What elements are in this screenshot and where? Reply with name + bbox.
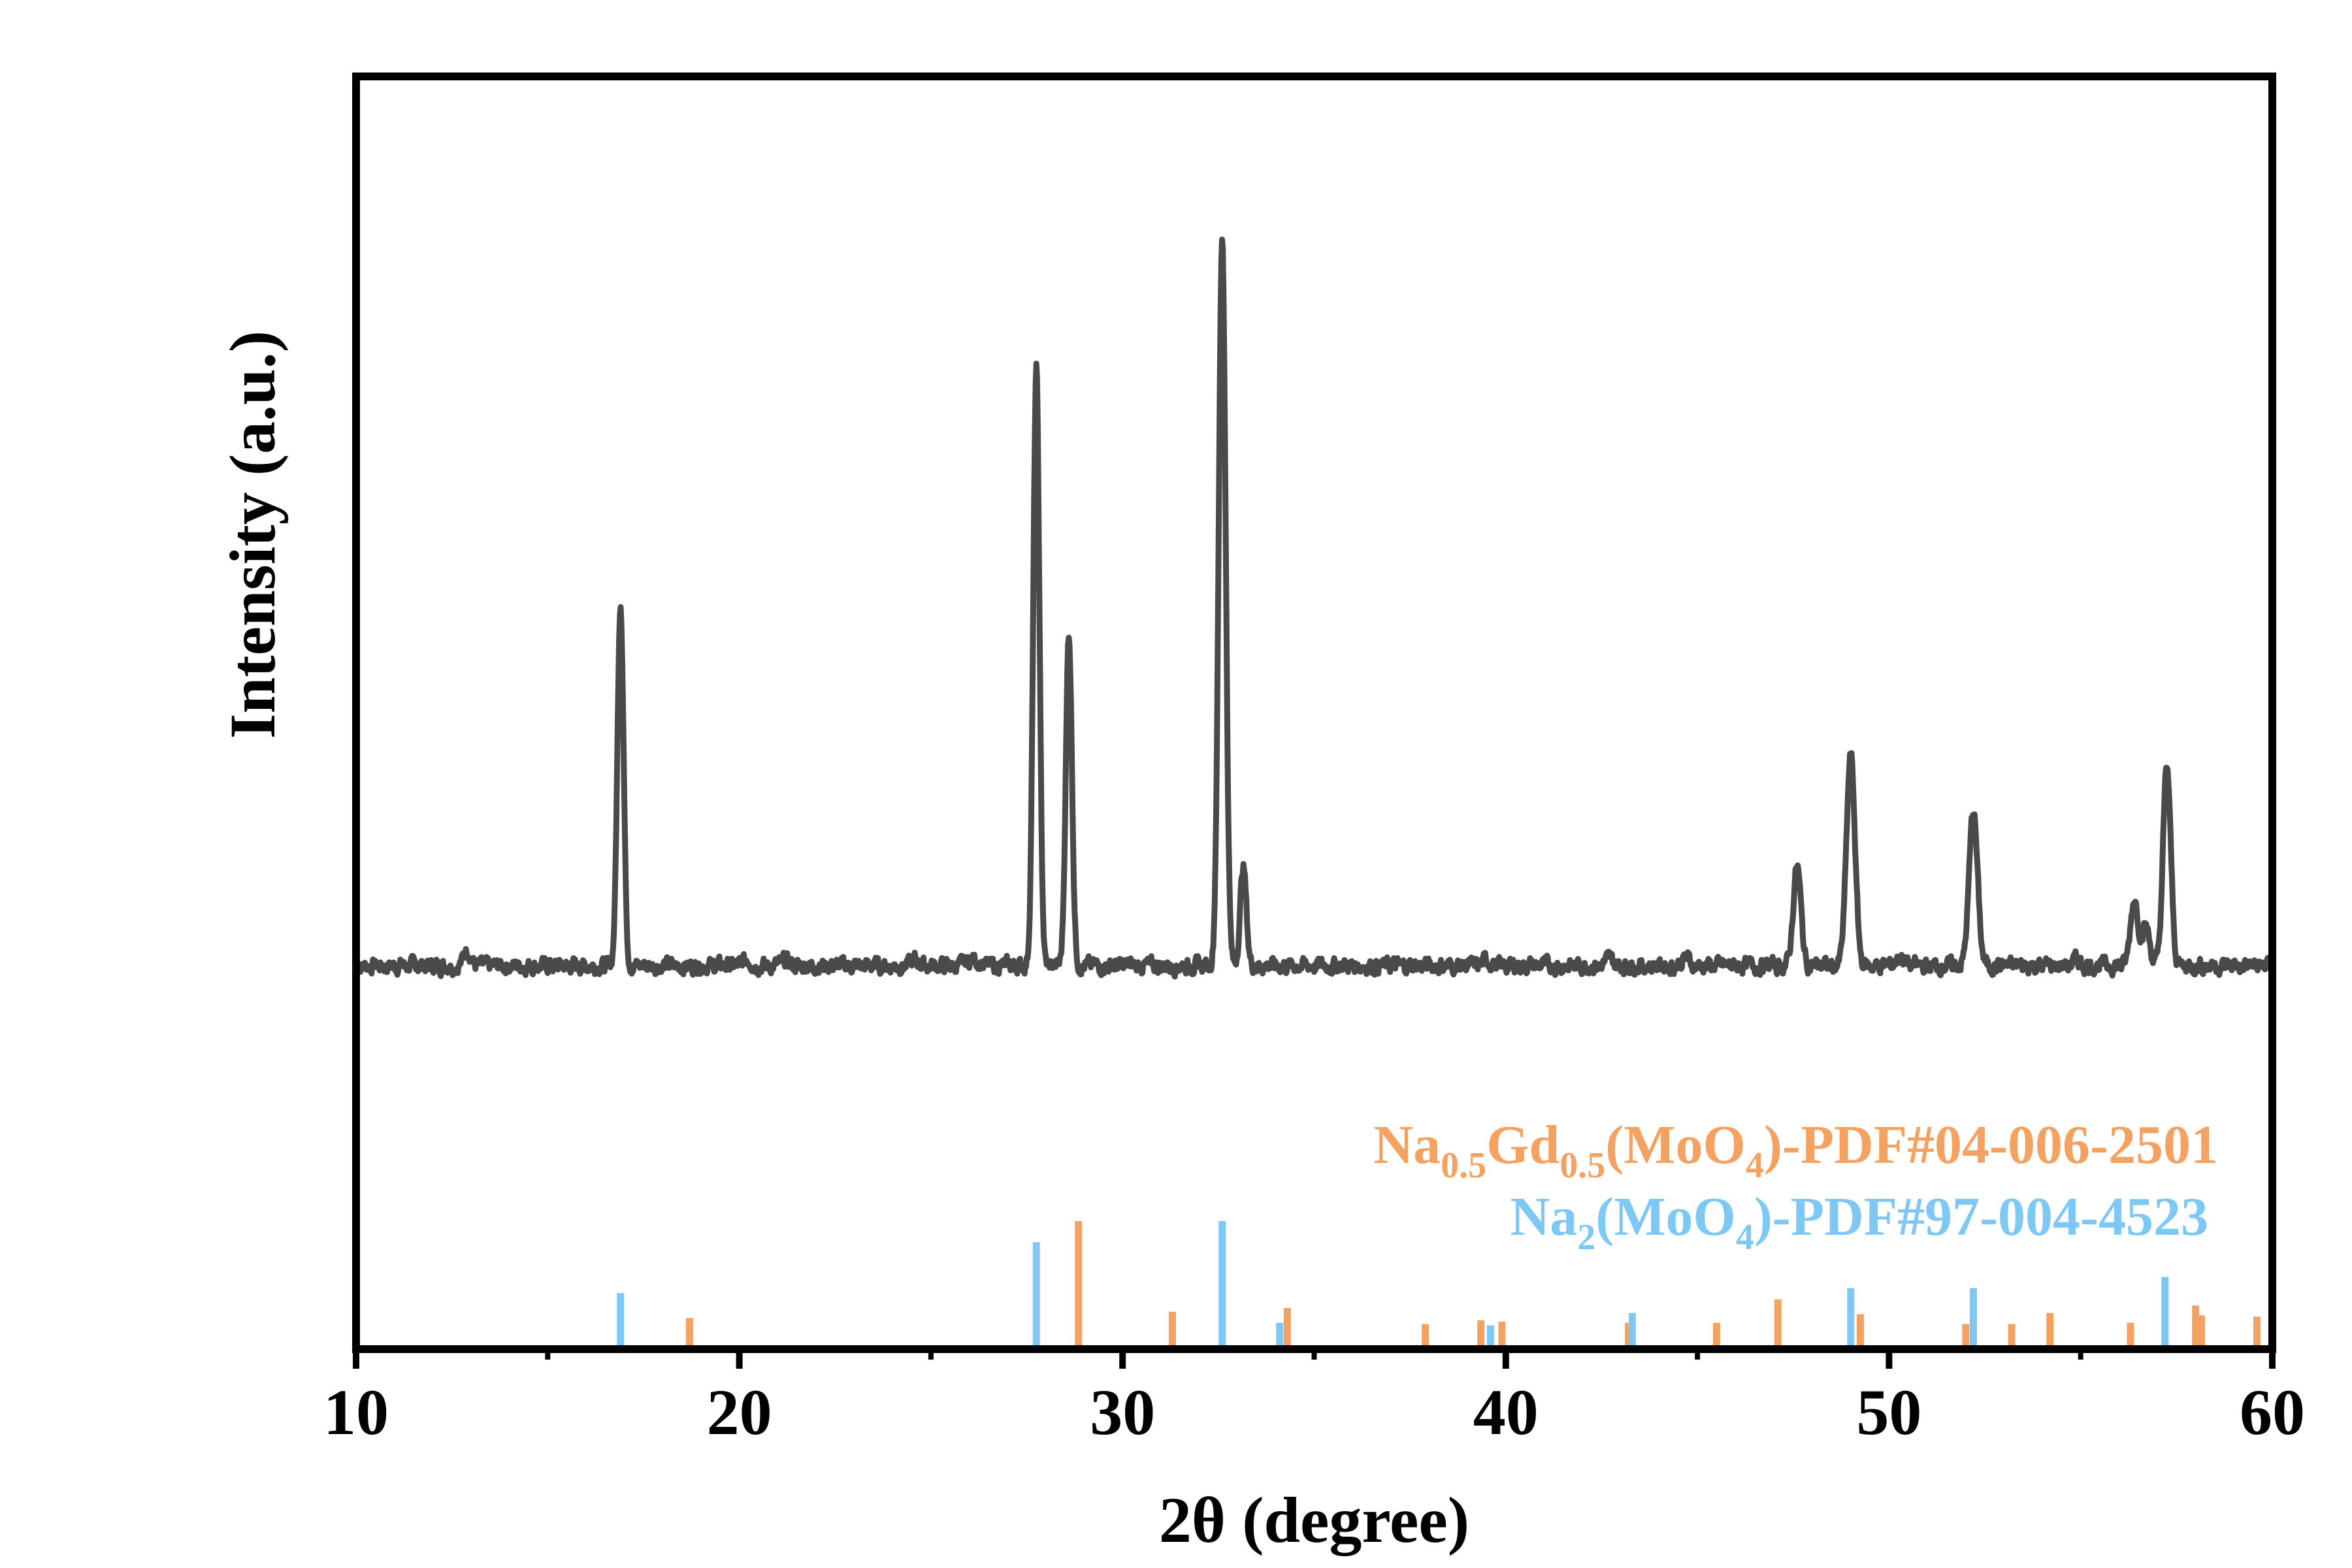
legend-2-sub-2: 4 [1736,1217,1754,1258]
legend-1-sub-1: 0.5 [1441,1145,1486,1186]
reference-patterns [617,1221,2276,1345]
legend-2-part-3: )-PDF#97-004-4523 [1754,1186,2208,1247]
x-tick-label-50: 50 [1856,1376,1921,1448]
legend-1-part-2: Gd [1486,1115,1560,1175]
legend-na-gd-molybdate: Na0.5Gd0.5(MoO4)-PDF#04-006-2501 [1373,1115,2218,1186]
x-axis-title: 2θ (degree) [1159,1484,1469,1556]
legend-2-part-1: Na [1511,1186,1578,1247]
legend-2-part-2: (MoO [1595,1186,1736,1247]
x-tick-label-20: 20 [707,1376,772,1448]
x-tick-label-10: 10 [323,1376,389,1448]
legend-1-part-3: (MoO [1605,1115,1746,1175]
legend-2-sub-1: 2 [1577,1217,1595,1258]
legend-1-part-4: )-PDF#04-006-2501 [1764,1115,2218,1175]
xrd-trace [353,237,2275,980]
x-tick-label-60: 60 [2240,1376,2305,1448]
legend-1-sub-2: 0.5 [1560,1145,1605,1186]
legend-1-sub-3: 4 [1746,1145,1764,1186]
x-tick-label-30: 30 [1090,1376,1155,1448]
legend-1-part-1: Na [1373,1115,1441,1175]
x-ticks: 10 20 30 40 50 60 [323,1349,2305,1448]
x-tick-label-40: 40 [1473,1376,1539,1448]
legend-na-molybdate: Na2(MoO4)-PDF#97-004-4523 [1511,1186,2208,1258]
y-axis-title: Intensity (a.u.) [216,331,289,739]
data-layer [353,237,2275,980]
